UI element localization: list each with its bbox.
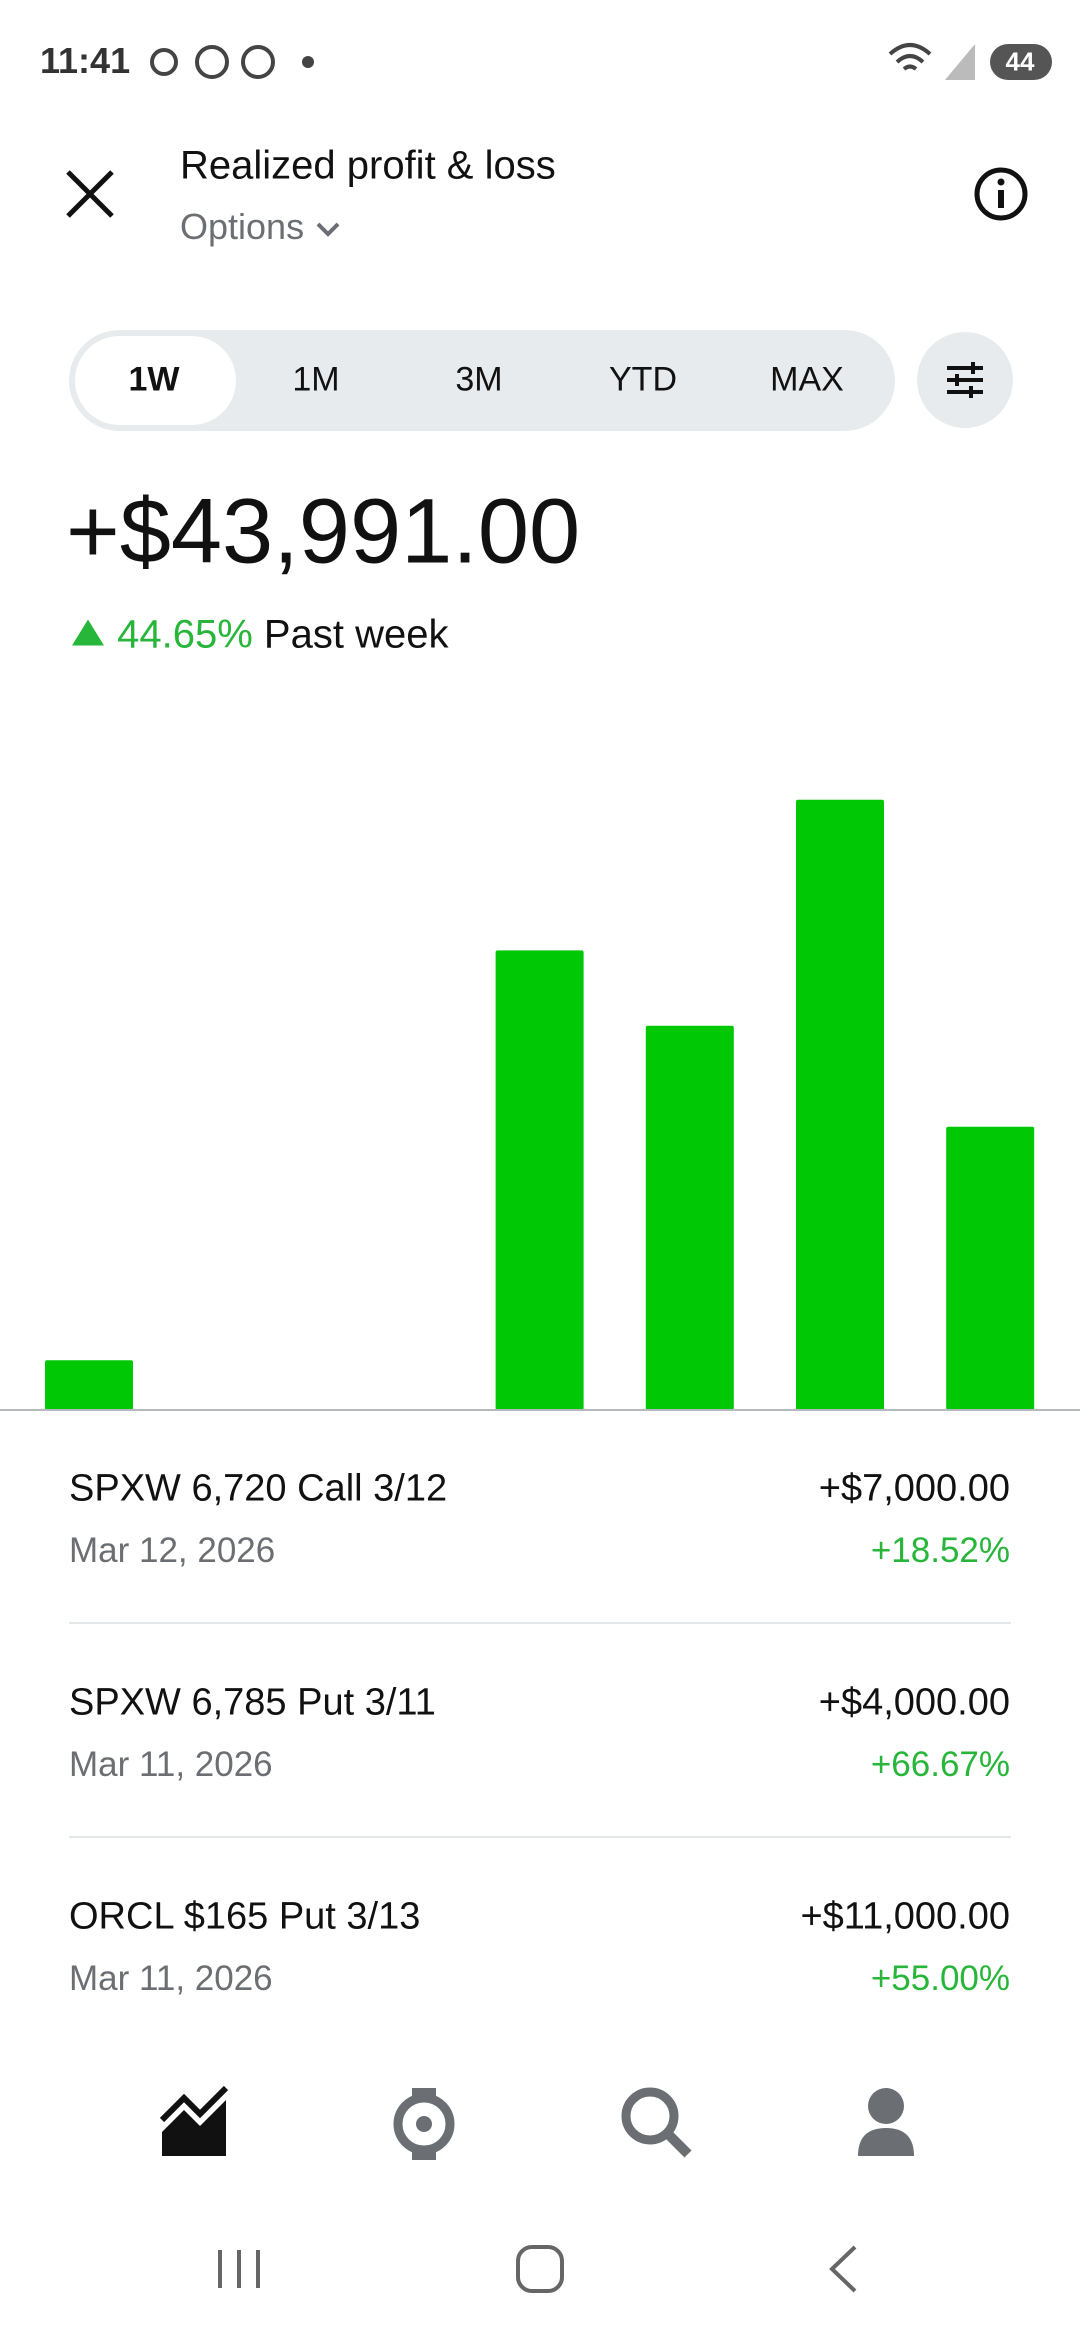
status-right <box>888 43 1052 80</box>
range-tab[interactable]: 1W <box>128 360 180 399</box>
bar <box>45 1360 133 1410</box>
recents-button[interactable] <box>218 2250 260 2288</box>
selected-tab <box>75 336 236 425</box>
dropdown-label: Options <box>180 206 305 247</box>
trade-date: Mar 12, 2026 <box>69 1531 276 1570</box>
up-arrow <box>72 619 104 646</box>
range-tab[interactable]: YTD <box>609 360 677 399</box>
nav-account[interactable] <box>858 2088 914 2156</box>
nav-investing[interactable] <box>159 2085 229 2156</box>
row-divider <box>69 1622 1011 1624</box>
nav-search[interactable] <box>621 2087 692 2158</box>
trade-date: Mar 11, 2026 <box>69 1745 273 1784</box>
trade-name: SPXW 6,785 Put 3/11 <box>69 1681 436 1724</box>
options-dropdown[interactable]: Options <box>180 206 342 248</box>
range-tab[interactable]: MAX <box>770 360 844 399</box>
chevron <box>316 222 340 237</box>
status-icons <box>150 45 314 79</box>
total-amount: +$43,991.00 <box>66 480 581 583</box>
change-period: Past week <box>263 612 449 657</box>
range-tab[interactable]: 3M <box>455 360 503 399</box>
trade-name: SPXW 6,720 Call 3/12 <box>69 1467 448 1510</box>
home-button[interactable] <box>516 2245 564 2293</box>
filter-button[interactable] <box>917 332 1013 428</box>
trade-amount: +$11,000.00 <box>800 1895 1010 1938</box>
filter-icon <box>947 362 983 398</box>
status-time: 11:41 <box>40 40 131 81</box>
bar <box>796 799 884 1410</box>
trade-date: Mar 11, 2026 <box>69 1959 273 1998</box>
back-button[interactable] <box>829 2245 857 2293</box>
battery-level: 44 <box>1005 46 1035 77</box>
trade-amount: +$7,000.00 <box>818 1467 1010 1510</box>
trade-percent: +18.52% <box>870 1531 1010 1570</box>
trade-amount: +$4,000.00 <box>818 1681 1010 1724</box>
trade-percent: +66.67% <box>870 1745 1010 1784</box>
trade-percent: +55.00% <box>870 1959 1010 1998</box>
range-tab[interactable]: 1M <box>292 360 340 399</box>
close-button[interactable] <box>64 168 116 220</box>
bottom-nav <box>159 2085 914 2160</box>
nav-crypto[interactable] <box>393 2088 455 2160</box>
bar <box>946 1126 1035 1410</box>
change-percent: 44.65% <box>117 612 253 657</box>
chart <box>0 799 1080 1411</box>
row-divider <box>69 1836 1011 1838</box>
system-nav <box>218 2245 857 2293</box>
bar <box>645 1025 734 1410</box>
info-button[interactable] <box>973 166 1029 222</box>
change-row: 44.65% Past week <box>70 613 448 658</box>
bar <box>495 950 584 1410</box>
page-title: Realized profit & loss <box>180 143 556 188</box>
trade-name: ORCL $165 Put 3/13 <box>69 1895 421 1938</box>
